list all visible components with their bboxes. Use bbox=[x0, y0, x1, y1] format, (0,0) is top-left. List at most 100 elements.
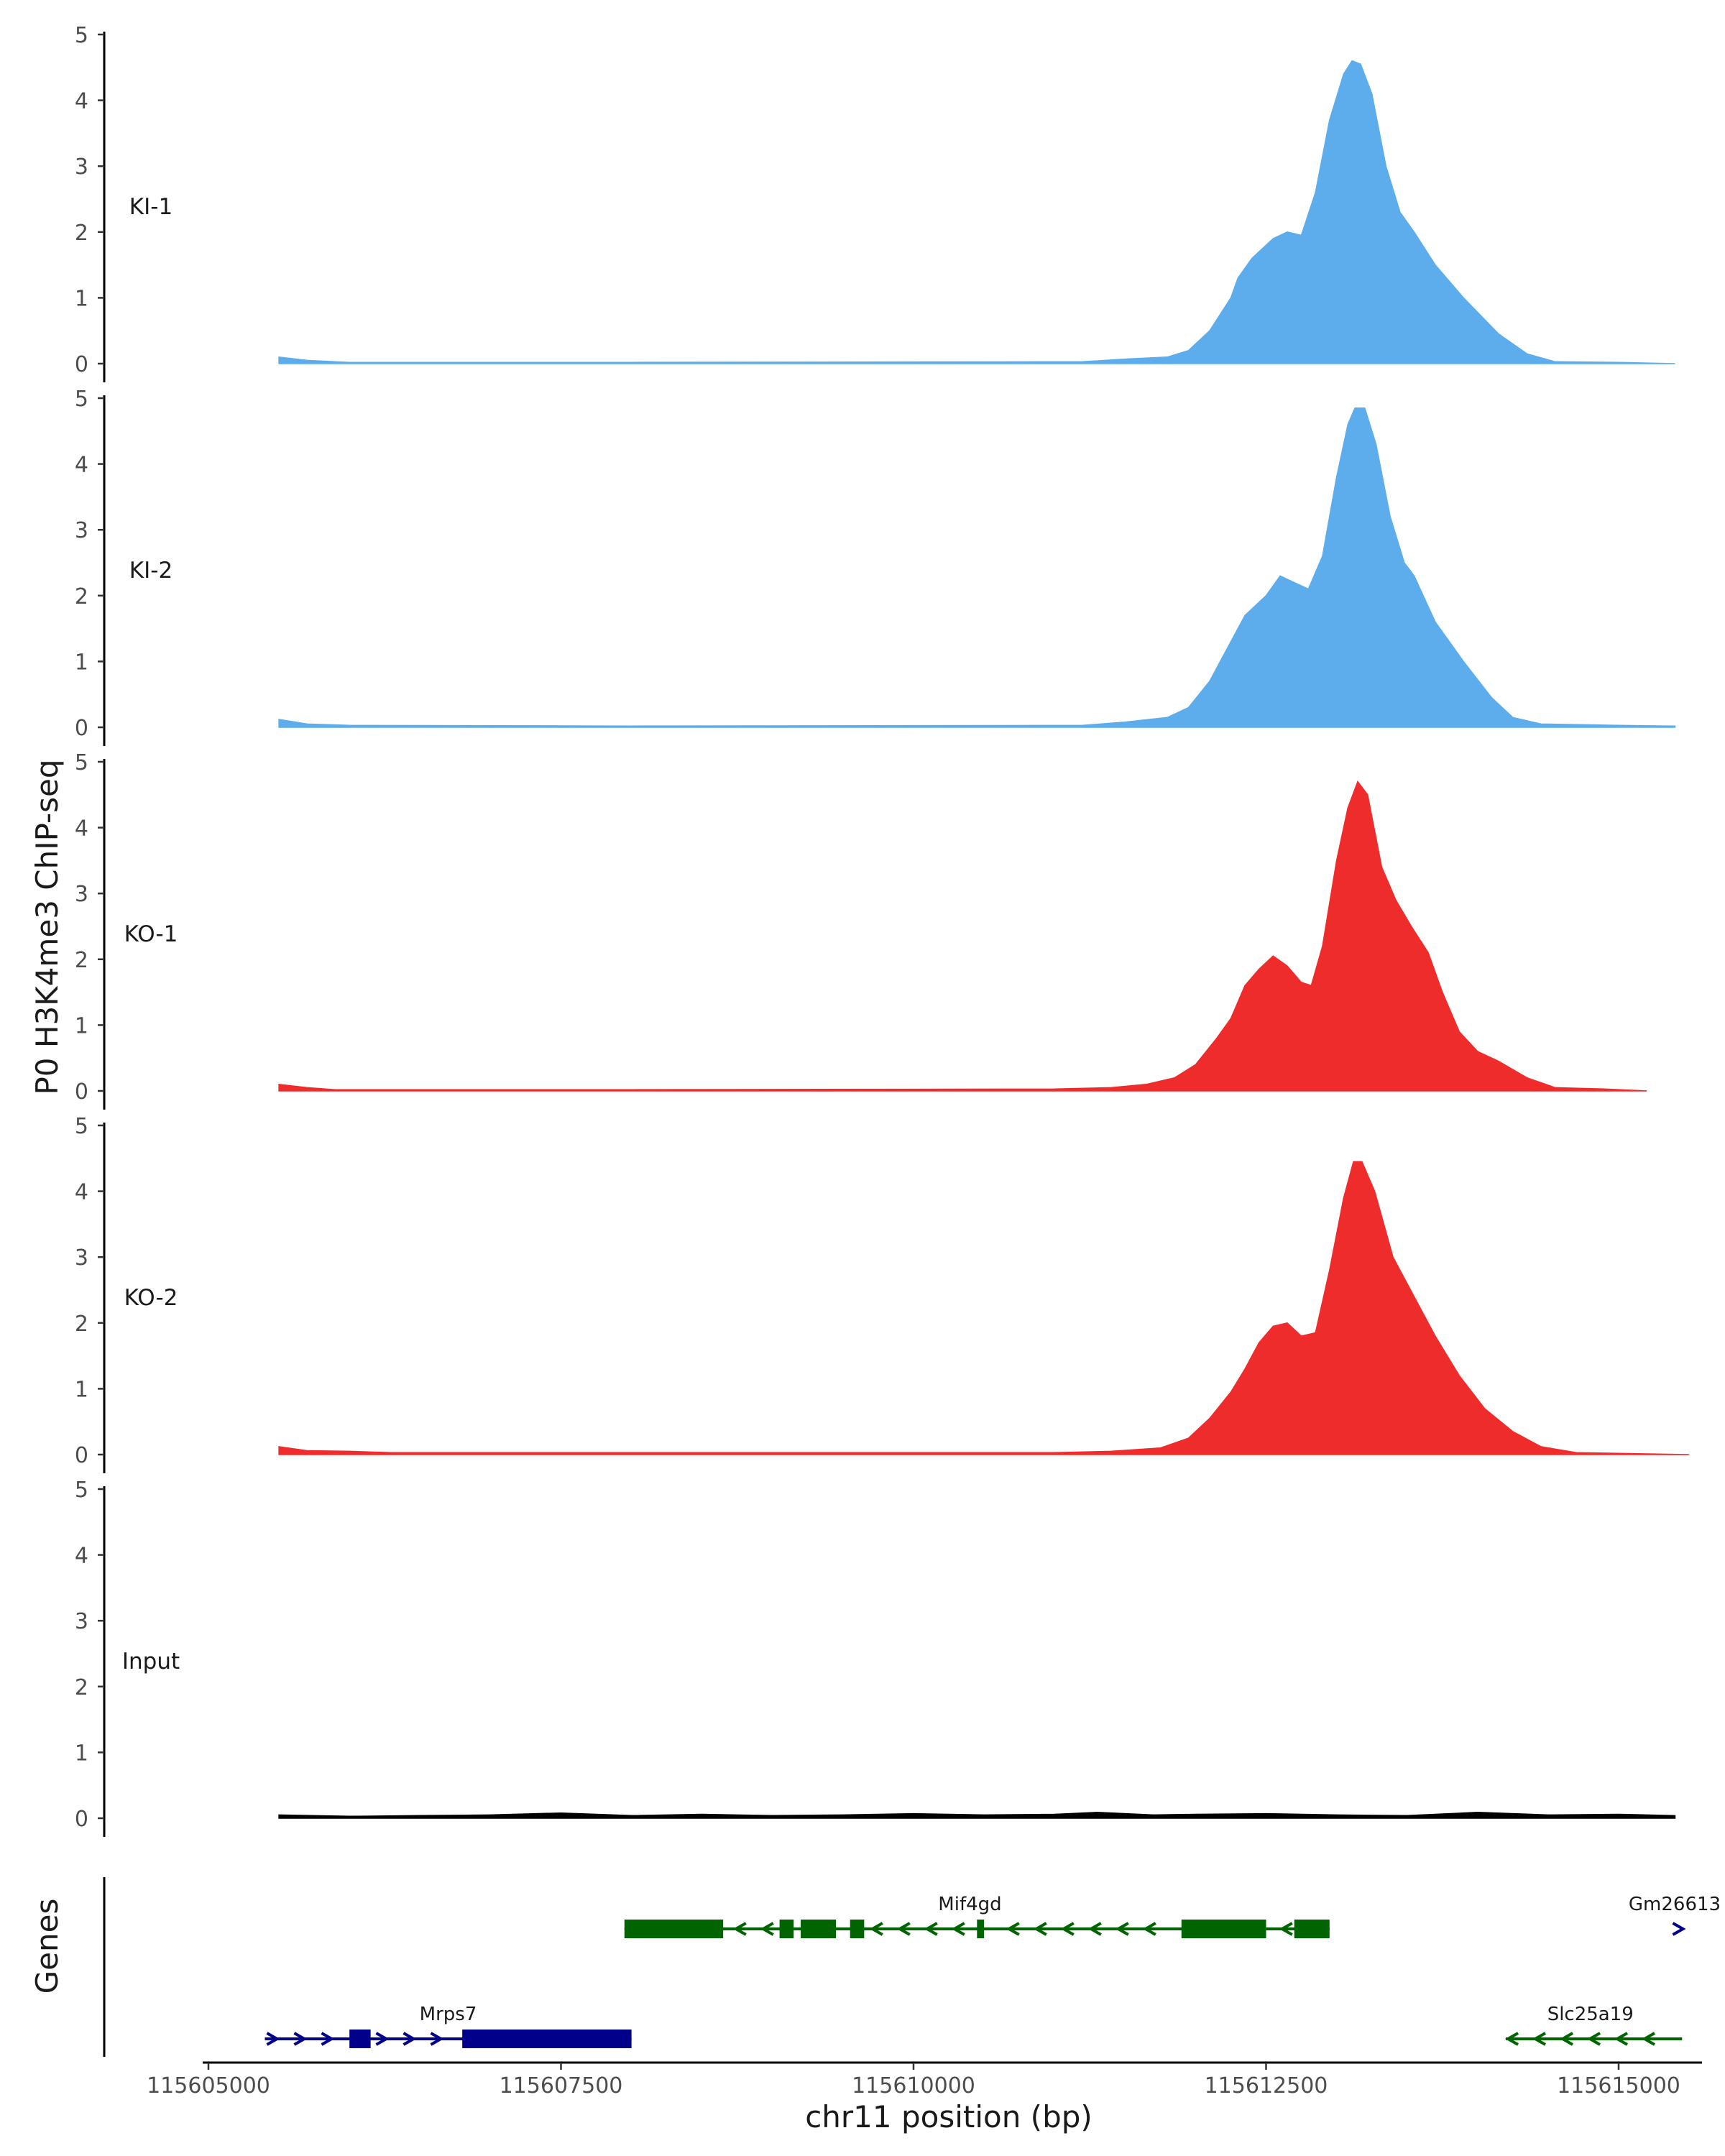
gene-exon bbox=[779, 1920, 794, 1938]
strand-chevron bbox=[1642, 2032, 1656, 2046]
y-tick-label: 3 bbox=[75, 155, 88, 180]
track-panel-ki-1: 0 1 2 3 4 5 KI-1 bbox=[75, 23, 1675, 382]
strand-chevron bbox=[430, 2032, 444, 2046]
x-tick-label: 115610000 bbox=[852, 2073, 975, 2099]
x-axis-title: chr11 position (bp) bbox=[805, 2099, 1092, 2134]
y-tick-label: 0 bbox=[75, 1079, 88, 1105]
x-axis: 115605000 115607500 115610000 115612500 1156… bbox=[147, 2061, 1702, 2099]
y-tick-label: 5 bbox=[75, 387, 88, 412]
coverage-area bbox=[278, 407, 1676, 728]
strand-chevron bbox=[924, 1922, 938, 1936]
y-tick-label: 3 bbox=[75, 882, 88, 907]
y-tick-label: 0 bbox=[75, 352, 88, 377]
gene-exon bbox=[1181, 1920, 1266, 1938]
coverage-tracks: 0 1 2 3 4 5 KI-1 0 1 2 3 4 5 KI-2 0 1 2 3 4 5 KO-1 0 1 2 3 4 5 KO-2… bbox=[75, 23, 1690, 1837]
y-tick-label: 4 bbox=[75, 1180, 88, 1205]
y-tick-label: 4 bbox=[75, 453, 88, 478]
track-label: KI-1 bbox=[129, 194, 172, 220]
y-tick-label: 4 bbox=[75, 89, 88, 114]
coverage-area bbox=[278, 60, 1675, 364]
gene-label: Slc25a19 bbox=[1547, 2004, 1634, 2025]
gene-exon bbox=[977, 1920, 985, 1938]
gene-label: Mif4gd bbox=[938, 1894, 1001, 1915]
strand-chevron bbox=[1087, 1922, 1102, 1936]
gene-mrps7: Mrps7 bbox=[264, 2004, 632, 2048]
y-tick-label: 5 bbox=[75, 1114, 88, 1139]
y-tick-label: 2 bbox=[75, 948, 88, 973]
y-tick-label: 5 bbox=[75, 23, 88, 48]
strand-chevron bbox=[293, 2032, 308, 2046]
strand-chevron bbox=[1279, 1922, 1293, 1936]
y-tick-label: 4 bbox=[75, 1544, 88, 1569]
y-tick-label: 2 bbox=[75, 1312, 88, 1337]
coverage-area bbox=[278, 780, 1647, 1092]
track-panel-input: 0 1 2 3 4 5 Input bbox=[75, 1478, 1676, 1837]
track-panel-ko-2: 0 1 2 3 4 5 KO-2 bbox=[75, 1114, 1690, 1473]
strand-chevron bbox=[1115, 1922, 1129, 1936]
y-tick-label: 2 bbox=[75, 1675, 88, 1700]
strand-chevron bbox=[1142, 1922, 1156, 1936]
gene-exon bbox=[624, 1920, 724, 1938]
track-panel-ko-1: 0 1 2 3 4 5 KO-1 bbox=[75, 750, 1647, 1110]
track-label: KO-1 bbox=[124, 921, 178, 947]
y-tick-label: 1 bbox=[75, 1013, 88, 1038]
strand-chevron bbox=[375, 2032, 390, 2046]
x-tick-label: 115607500 bbox=[500, 2073, 623, 2099]
gene-exon bbox=[801, 1920, 837, 1938]
strand-chevron bbox=[266, 2032, 280, 2046]
x-tick-label: 115612500 bbox=[1205, 2073, 1328, 2099]
strand-chevron bbox=[1672, 1922, 1686, 1936]
y-tick-label: 2 bbox=[75, 221, 88, 246]
gene-label: Mrps7 bbox=[420, 2004, 477, 2025]
coverage-area bbox=[278, 1161, 1690, 1455]
strand-chevron bbox=[1060, 1922, 1075, 1936]
gene-exon bbox=[349, 2030, 371, 2048]
strand-chevron bbox=[321, 2032, 335, 2046]
strand-chevron bbox=[1532, 2032, 1547, 2046]
strand-chevron bbox=[1587, 2032, 1601, 2046]
y-axis-title: P0 H3K4me3 ChIP-seq bbox=[29, 759, 65, 1095]
strand-chevron bbox=[869, 1922, 883, 1936]
strand-chevron bbox=[1560, 2032, 1574, 2046]
gene-exon bbox=[850, 1920, 865, 1938]
strand-chevron bbox=[896, 1922, 911, 1936]
y-tick-label: 5 bbox=[75, 750, 88, 775]
y-tick-label: 3 bbox=[75, 518, 88, 543]
y-tick-label: 5 bbox=[75, 1478, 88, 1503]
strand-chevron bbox=[732, 1922, 747, 1936]
x-tick-label: 115615000 bbox=[1557, 2073, 1680, 2099]
y-tick-label: 3 bbox=[75, 1245, 88, 1271]
gene-gm26613: Gm26613 bbox=[1629, 1894, 1721, 1936]
y-tick-label: 0 bbox=[75, 716, 88, 741]
gene-mif4gd: Mif4gd bbox=[624, 1894, 1330, 1938]
coverage-area bbox=[278, 1812, 1676, 1819]
y-tick-label: 3 bbox=[75, 1609, 88, 1634]
y-tick-label: 1 bbox=[75, 650, 88, 675]
y-tick-label: 1 bbox=[75, 286, 88, 311]
gene-slc25a19: Slc25a19 bbox=[1505, 2004, 1683, 2046]
y-tick-label: 1 bbox=[75, 1741, 88, 1766]
track-label: KO-2 bbox=[124, 1285, 178, 1311]
track-panel-ki-2: 0 1 2 3 4 5 KI-2 bbox=[75, 387, 1676, 746]
gene-exon bbox=[462, 2030, 632, 2048]
y-tick-label: 0 bbox=[75, 1807, 88, 1832]
strand-chevron bbox=[1614, 2032, 1629, 2046]
y-tick-label: 2 bbox=[75, 584, 88, 609]
y-tick-label: 1 bbox=[75, 1377, 88, 1402]
strand-chevron bbox=[402, 2032, 417, 2046]
track-label: KI-2 bbox=[129, 558, 172, 584]
strand-chevron bbox=[1033, 1922, 1047, 1936]
gene-annotation-panel: Mif4gd Gm26613 Mrps7 Slc25a19 bbox=[103, 1877, 1721, 2057]
y-tick-label: 4 bbox=[75, 816, 88, 842]
y-tick-label: 0 bbox=[75, 1443, 88, 1468]
gene-exon bbox=[1294, 1920, 1330, 1938]
strand-chevron bbox=[1006, 1922, 1020, 1936]
gene-label: Gm26613 bbox=[1629, 1894, 1721, 1915]
strand-chevron bbox=[951, 1922, 965, 1936]
x-tick-label: 115605000 bbox=[147, 2073, 270, 2099]
track-label: Input bbox=[122, 1649, 180, 1674]
strand-chevron bbox=[1505, 2032, 1519, 2046]
genes-axis-title: Genes bbox=[29, 1899, 65, 1994]
strand-chevron bbox=[760, 1922, 774, 1936]
